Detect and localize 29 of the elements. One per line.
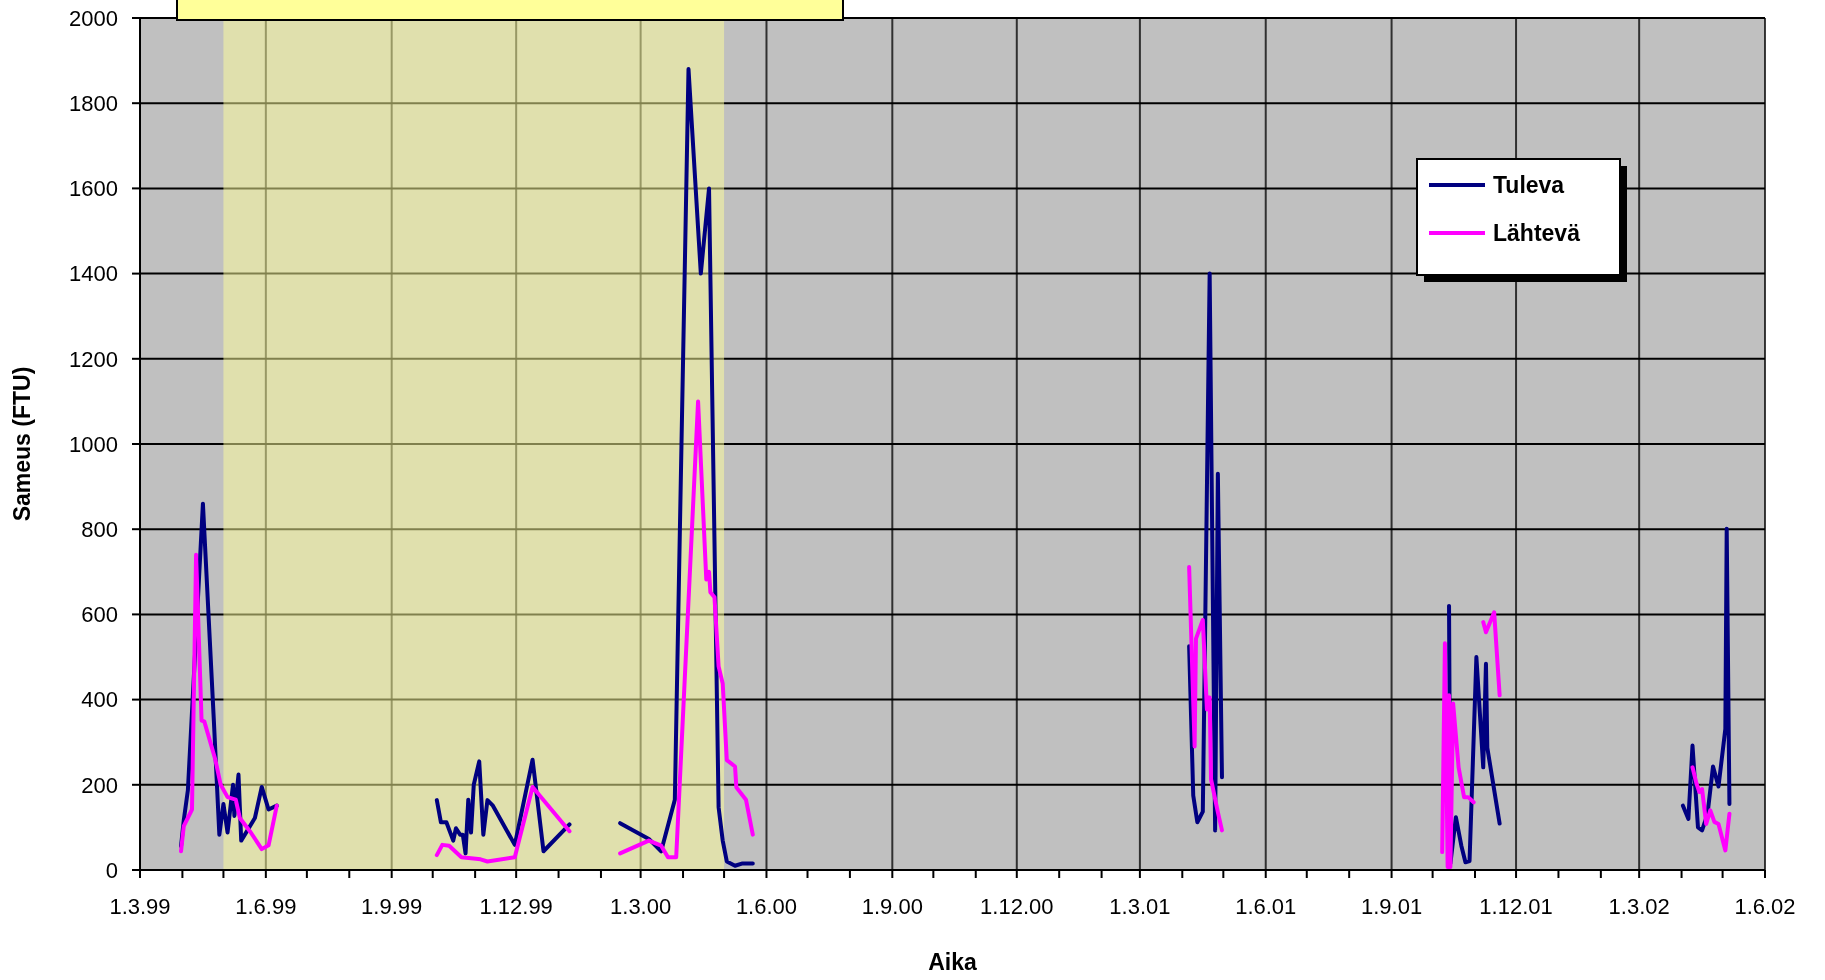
x-tick-label: 1.9.99: [361, 894, 423, 919]
x-tick-label: 1.6.02: [1734, 894, 1796, 919]
y-tick-label: 1600: [69, 176, 118, 202]
legend-label: Lähtevä: [1493, 220, 1581, 247]
y-tick-label: 1400: [69, 261, 118, 287]
x-tick-label: 1.12.01: [1479, 894, 1553, 919]
x-tick-label: 1.3.00: [610, 894, 672, 919]
x-tick-label: 1.6.99: [235, 894, 297, 919]
x-tick-label: 1.3.01: [1109, 894, 1171, 919]
legend-label: Tuleva: [1493, 172, 1565, 199]
x-tick-label: 1.12.00: [980, 894, 1054, 919]
y-tick-label: 200: [81, 772, 118, 798]
x-tick-label: 1.3.99: [109, 894, 171, 919]
y-tick-label: 600: [81, 602, 118, 628]
y-tick-label: 1200: [69, 346, 118, 372]
y-tick-label: 2000: [69, 5, 118, 31]
x-tick-label: 1.12.99: [479, 894, 553, 919]
x-tick-label: 1.9.01: [1360, 894, 1423, 919]
y-axis-title: Sameus (FTU): [9, 366, 35, 522]
x-tick-label: 1.3.02: [1608, 894, 1670, 919]
y-tick-label: 1000: [69, 431, 118, 457]
y-tick-label: 800: [81, 516, 118, 542]
x-tick-label: 1.6.01: [1235, 894, 1297, 919]
x-tick-label: 1.9.00: [861, 894, 923, 919]
x-tick-label: 1.6.00: [735, 894, 798, 919]
y-tick-label: 400: [81, 687, 118, 713]
y-tick-label: 1800: [69, 90, 118, 116]
x-axis-title: Aika: [928, 949, 977, 975]
y-tick-label: 0: [105, 857, 118, 883]
